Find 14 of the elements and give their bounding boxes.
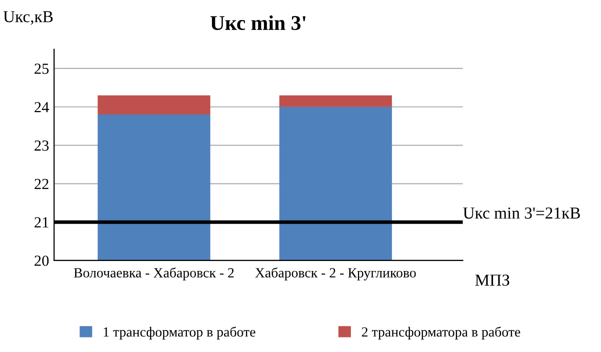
y-tick-label: 22 xyxy=(34,178,48,189)
x-tick-label: Хабаровск - 2 - Кругликово xyxy=(255,267,416,280)
y-tick-label: 24 xyxy=(34,102,49,112)
y-tick-label: 21 xyxy=(34,217,48,228)
legend-label: 2 трансформатора в работе xyxy=(362,326,520,340)
legend-label: 1 трансформатор в работе xyxy=(104,326,256,340)
chart-title: Uкс min 3' xyxy=(210,15,306,30)
y-tick-label: 25 xyxy=(34,64,49,74)
x-axis-title: МПЗ xyxy=(475,274,510,286)
y-tick-label: 20 xyxy=(34,256,49,266)
y-tick-label: 23 xyxy=(34,140,49,151)
x-tick-label: Волочаевка - Хабаровск - 2 xyxy=(74,267,234,280)
ref-line-label: Uкс min 3'=21кВ xyxy=(463,207,580,219)
y-axis-title: Uкс,кВ xyxy=(3,11,53,25)
